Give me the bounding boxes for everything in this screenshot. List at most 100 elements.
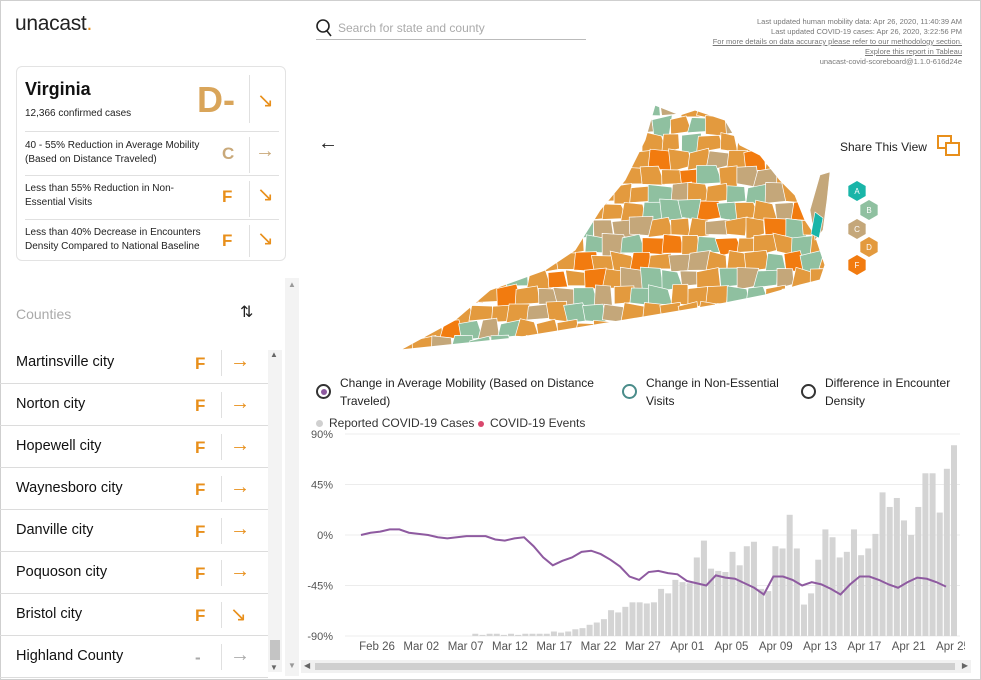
county-shape[interactable] (834, 269, 835, 289)
county-row[interactable]: Danville city F → (0, 510, 268, 552)
county-shape[interactable] (535, 216, 560, 236)
cases-bar[interactable] (472, 633, 479, 636)
cases-bar[interactable] (943, 468, 950, 636)
cases-bar[interactable] (936, 512, 943, 636)
cases-bar[interactable] (929, 473, 936, 636)
county-shape[interactable] (439, 114, 463, 137)
county-shape[interactable] (781, 286, 807, 308)
county-shape[interactable] (514, 253, 541, 274)
county-shape[interactable] (439, 285, 466, 306)
county-shape[interactable] (705, 285, 730, 305)
county-shape[interactable] (670, 319, 691, 342)
county-shape[interactable] (813, 100, 833, 119)
county-shape[interactable] (448, 166, 472, 187)
county-shape[interactable] (460, 151, 482, 172)
county-shape[interactable] (790, 301, 818, 320)
radio-encounter[interactable] (801, 384, 816, 399)
county-list-scrollbar[interactable]: ▲ ▼ (268, 350, 282, 672)
panel-scrollbar[interactable]: ▲ ▼ (285, 278, 299, 676)
cases-bar[interactable] (808, 593, 815, 636)
county-shape[interactable] (526, 100, 550, 120)
county-shape[interactable] (508, 201, 530, 218)
county-shape[interactable] (468, 198, 491, 222)
county-shape[interactable] (705, 182, 729, 204)
county-shape[interactable] (830, 234, 835, 256)
county-shape[interactable] (790, 131, 815, 152)
county-shape[interactable] (490, 100, 511, 119)
county-shape[interactable] (395, 235, 418, 253)
county-shape[interactable] (562, 198, 587, 224)
county-shape[interactable] (724, 318, 750, 341)
option-non-essential-label[interactable]: Change in Non-Essential Visits (646, 376, 779, 408)
county-shape[interactable] (677, 301, 700, 324)
county-shape[interactable] (525, 134, 549, 152)
county-shape[interactable] (696, 336, 720, 355)
county-shape[interactable] (763, 217, 787, 237)
county-shape[interactable] (573, 322, 598, 342)
cases-bar[interactable] (715, 570, 722, 636)
cases-bar[interactable] (758, 588, 765, 636)
cases-bar[interactable] (693, 557, 700, 636)
county-shape[interactable] (774, 100, 798, 121)
county-shape[interactable] (449, 100, 473, 119)
county-shape[interactable] (752, 305, 777, 321)
county-shape[interactable] (430, 169, 456, 187)
county-shape[interactable] (734, 100, 761, 122)
county-shape[interactable] (593, 183, 615, 203)
chart-scrollbar[interactable]: ◀ ▶ (301, 660, 971, 673)
county-shape[interactable] (401, 218, 426, 240)
county-shape[interactable] (395, 200, 415, 222)
cases-bar[interactable] (565, 631, 572, 636)
county-shape[interactable] (818, 318, 835, 341)
county-shape[interactable] (439, 249, 467, 271)
cases-bar[interactable] (772, 546, 779, 636)
county-shape[interactable] (424, 151, 447, 167)
county-shape[interactable] (536, 318, 561, 343)
county-shape[interactable] (535, 114, 558, 137)
county-shape[interactable] (785, 318, 807, 340)
county-shape[interactable] (811, 133, 833, 150)
county-shape[interactable] (573, 116, 596, 133)
county-shape[interactable] (763, 116, 789, 135)
share-label[interactable]: Share This View (840, 140, 927, 154)
county-shape[interactable] (468, 269, 495, 291)
county-shape[interactable] (753, 335, 778, 355)
county-shape[interactable] (458, 217, 486, 241)
county-shape[interactable] (490, 199, 511, 223)
county-shape[interactable] (705, 321, 733, 341)
county-shape[interactable] (547, 166, 570, 189)
county-shape[interactable] (547, 270, 569, 289)
county-shape[interactable] (567, 338, 589, 355)
county-shape[interactable] (412, 304, 436, 320)
cases-bar[interactable] (522, 633, 529, 636)
cases-bar[interactable] (686, 583, 693, 636)
cases-bar[interactable] (836, 557, 843, 636)
county-shape[interactable] (477, 148, 503, 172)
county-shape[interactable] (421, 115, 443, 136)
county-shape[interactable] (412, 100, 436, 120)
county-shape[interactable] (818, 286, 835, 307)
county-shape[interactable] (647, 319, 672, 339)
county-shape[interactable] (519, 117, 538, 137)
cases-bar[interactable] (622, 606, 629, 636)
scroll-up-icon[interactable]: ▲ (270, 350, 278, 359)
county-shape[interactable] (448, 199, 477, 220)
panel-scroll-down-icon[interactable]: ▼ (288, 661, 296, 670)
option-mobility-label[interactable]: Change in Average Mobility (Based on Dis… (340, 376, 594, 408)
county-shape[interactable] (514, 218, 542, 237)
county-shape[interactable] (564, 169, 586, 189)
county-shape[interactable] (629, 318, 651, 341)
cases-bar[interactable] (543, 633, 550, 636)
county-row[interactable]: Bristol city F ↘ (0, 594, 268, 636)
county-shape[interactable] (774, 303, 796, 321)
county-shape[interactable] (448, 269, 476, 290)
cases-bar[interactable] (636, 602, 643, 636)
county-shape[interactable] (661, 337, 684, 355)
county-row[interactable]: Waynesboro city F → (0, 468, 268, 510)
cases-bar[interactable] (550, 631, 557, 636)
cases-bar[interactable] (708, 568, 715, 636)
county-shape[interactable] (510, 165, 532, 188)
cases-bar[interactable] (615, 612, 622, 636)
cases-bar[interactable] (572, 629, 579, 636)
county-shape[interactable] (809, 304, 835, 325)
